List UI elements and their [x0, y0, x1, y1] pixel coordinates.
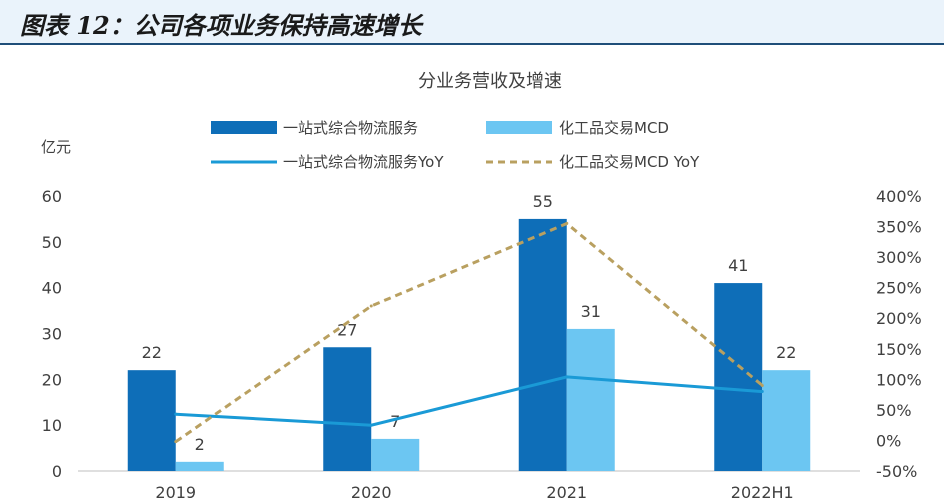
y-tick-label: 40 — [42, 279, 62, 298]
data-label: 27 — [337, 320, 357, 339]
bar — [371, 438, 420, 471]
y-tick-label: 60 — [42, 187, 62, 206]
line-point — [174, 440, 178, 444]
x-tick-label: 2021 — [546, 483, 587, 502]
legend-label-logistics: 一站式综合物流服务 — [283, 119, 418, 137]
figure-title: 图表 12：公司各项业务保持高速增长 — [20, 11, 422, 40]
y-tick-label: 0 — [52, 462, 62, 481]
x-tick-label: 2019 — [155, 483, 196, 502]
y2-tick-label: 300% — [876, 248, 922, 267]
line-point — [369, 423, 373, 427]
y-tick-label: 10 — [42, 416, 62, 435]
line-point — [174, 412, 178, 416]
legend-swatch-mcd — [486, 121, 552, 134]
bar — [323, 347, 372, 471]
line-point — [760, 390, 764, 394]
y2-tick-label: 100% — [876, 370, 922, 389]
bar — [518, 218, 567, 471]
data-label: 22 — [776, 343, 796, 362]
legend-label-mcd-yoy: 化工品交易MCD YoY — [559, 153, 700, 171]
line-point — [369, 304, 373, 308]
data-label: 22 — [142, 343, 162, 362]
series-line — [175, 375, 763, 427]
x-tick-label: 2022H1 — [731, 483, 794, 502]
y-axis-label: 亿元 — [41, 138, 71, 156]
series-line — [174, 221, 764, 443]
bar — [127, 370, 176, 471]
bar — [175, 461, 224, 471]
data-label: 2 — [195, 435, 205, 454]
chart-title: 分业务营收及增速 — [418, 71, 562, 92]
line-point — [760, 383, 764, 387]
legend-label-mcd: 化工品交易MCD — [559, 119, 669, 137]
y-tick-label: 30 — [42, 325, 62, 344]
legend-swatch-logistics — [211, 121, 277, 134]
data-label: 7 — [390, 412, 400, 431]
data-label: 55 — [533, 192, 553, 211]
legend-label-logistics-yoy: 一站式综合物流服务YoY — [283, 153, 444, 171]
y2-tick-label: 350% — [876, 218, 922, 237]
header-rule — [0, 43, 944, 45]
line-point — [565, 375, 569, 379]
y2-tick-label: 250% — [876, 279, 922, 298]
bar — [714, 283, 763, 471]
y2-tick-label: 50% — [876, 401, 912, 420]
bar — [566, 328, 615, 471]
bar — [762, 370, 811, 471]
y-tick-label: 20 — [42, 370, 62, 389]
y2-tick-label: -50% — [876, 462, 917, 481]
y2-tick-label: 200% — [876, 309, 922, 328]
legend: 一站式综合物流服务 化工品交易MCD 一站式综合物流服务YoY 化工品交易MCD… — [211, 119, 700, 171]
y2-tick-label: 400% — [876, 187, 922, 206]
data-label: 31 — [581, 302, 601, 321]
x-tick-label: 2020 — [351, 483, 392, 502]
y2-tick-label: 0% — [876, 431, 901, 450]
figure-header — [0, 0, 944, 44]
line-point — [565, 222, 569, 225]
data-label: 41 — [728, 256, 748, 275]
y2-tick-label: 150% — [876, 340, 922, 359]
y-tick-label: 50 — [42, 233, 62, 252]
